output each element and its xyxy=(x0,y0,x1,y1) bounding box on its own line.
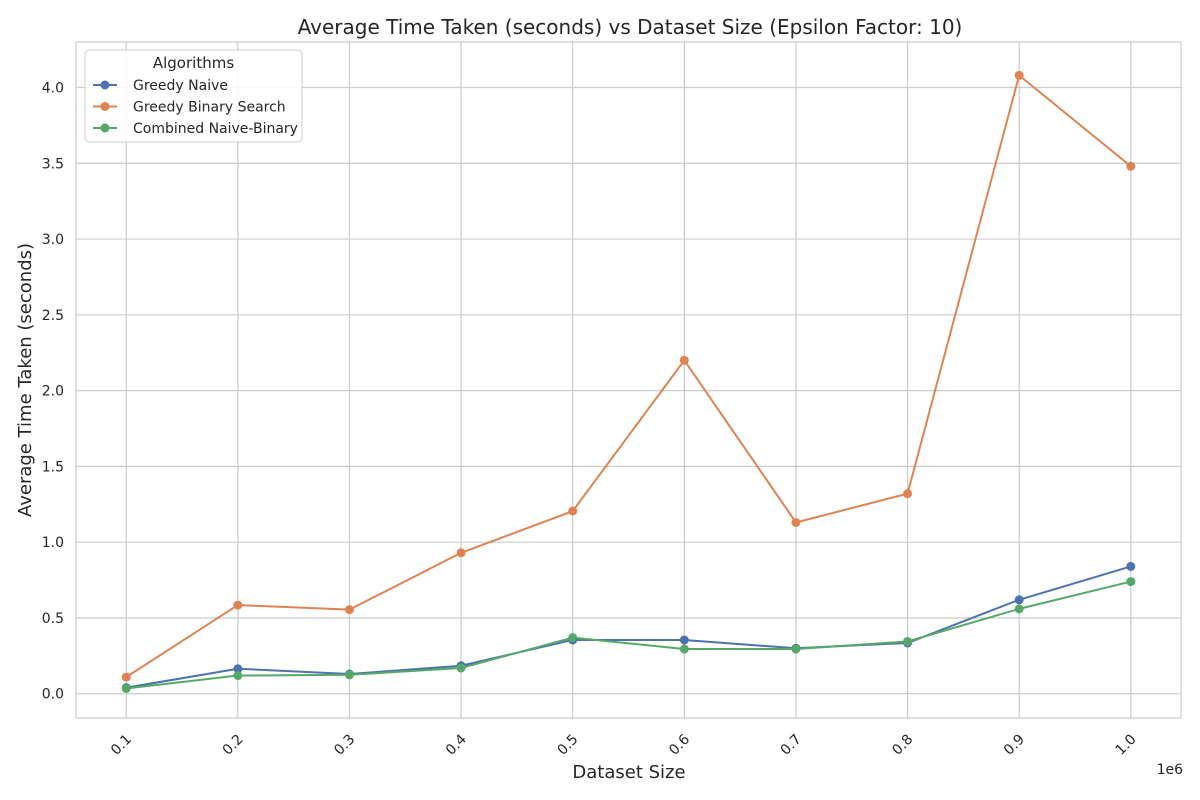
y-tick-label: 1.5 xyxy=(42,459,64,475)
series-2 xyxy=(121,577,1136,693)
y-tick-label: 4.0 xyxy=(42,80,64,96)
y-tick-label: 0.5 xyxy=(42,611,64,627)
y-tick-label: 3.0 xyxy=(42,232,64,248)
legend-item: Greedy Naive xyxy=(93,78,228,94)
data-point xyxy=(1014,604,1024,614)
y-axis-label: Average Time Taken (seconds) xyxy=(15,243,36,517)
x-tick-label: 1.0 xyxy=(1113,732,1140,759)
data-point xyxy=(456,663,466,673)
data-point xyxy=(344,670,354,680)
grid-lines xyxy=(76,42,1181,718)
series-line xyxy=(125,73,1132,678)
x-tick-label: 0.1 xyxy=(108,732,135,759)
data-point xyxy=(1126,161,1136,171)
legend-label: Greedy Binary Search xyxy=(133,100,286,116)
x-tick-label: 0.4 xyxy=(443,731,470,758)
y-tick-label: 3.5 xyxy=(42,156,64,172)
legend-swatch-marker xyxy=(100,123,110,133)
data-point xyxy=(233,671,243,681)
series-1 xyxy=(121,70,1136,682)
x-axis-offset-label: 1e6 xyxy=(1157,762,1184,778)
data-point xyxy=(791,644,801,654)
legend-label: Combined Naive-Binary xyxy=(133,121,298,137)
data-point xyxy=(679,355,689,365)
data-point xyxy=(568,506,578,516)
data-point xyxy=(1126,577,1136,587)
legend-swatch-marker xyxy=(100,102,110,111)
data-point xyxy=(679,635,689,645)
x-axis-label: Dataset Size xyxy=(572,762,685,783)
series-line xyxy=(126,580,1132,690)
x-tick-label: 0.6 xyxy=(666,731,693,758)
legend: Algorithms Greedy Naive Greedy Binary Sear… xyxy=(84,49,303,143)
data-point xyxy=(456,548,466,558)
legend-title: Algorithms xyxy=(153,54,234,72)
legend-box xyxy=(84,49,303,143)
legend-swatch-marker xyxy=(100,80,110,90)
data-point xyxy=(679,644,689,654)
x-tick-label: 0.2 xyxy=(220,732,247,759)
chart-title: Average Time Taken (seconds) vs Dataset … xyxy=(298,15,963,39)
data-point xyxy=(568,633,578,643)
x-tick-label: 0.5 xyxy=(554,732,581,759)
data-point xyxy=(233,600,243,610)
data-point xyxy=(121,672,131,682)
y-tick-label: 2.0 xyxy=(42,384,64,400)
data-point xyxy=(903,636,913,646)
y-tick-label: 1.0 xyxy=(42,535,64,551)
y-tick-label: 2.5 xyxy=(42,308,64,324)
data-point xyxy=(344,605,354,615)
plot-area xyxy=(75,41,1182,719)
data-point xyxy=(791,517,801,527)
data-point xyxy=(903,489,913,499)
data-point xyxy=(233,664,243,674)
series-line xyxy=(126,565,1132,689)
data-point xyxy=(121,683,131,693)
legend-item: Greedy Binary Search xyxy=(93,100,286,116)
x-tick-label: 0.7 xyxy=(778,732,805,759)
data-point xyxy=(1126,561,1136,571)
legend-item: Combined Naive-Binary xyxy=(93,121,298,137)
series-lines xyxy=(121,70,1136,693)
data-point xyxy=(1014,595,1024,605)
legend-label: Greedy Naive xyxy=(133,78,228,94)
y-tick-label: 0.0 xyxy=(42,687,64,703)
x-tick-label: 0.8 xyxy=(889,732,916,759)
x-tick-label: 0.3 xyxy=(331,732,358,759)
x-tick-label: 0.9 xyxy=(1001,732,1028,759)
data-point xyxy=(1014,70,1024,80)
